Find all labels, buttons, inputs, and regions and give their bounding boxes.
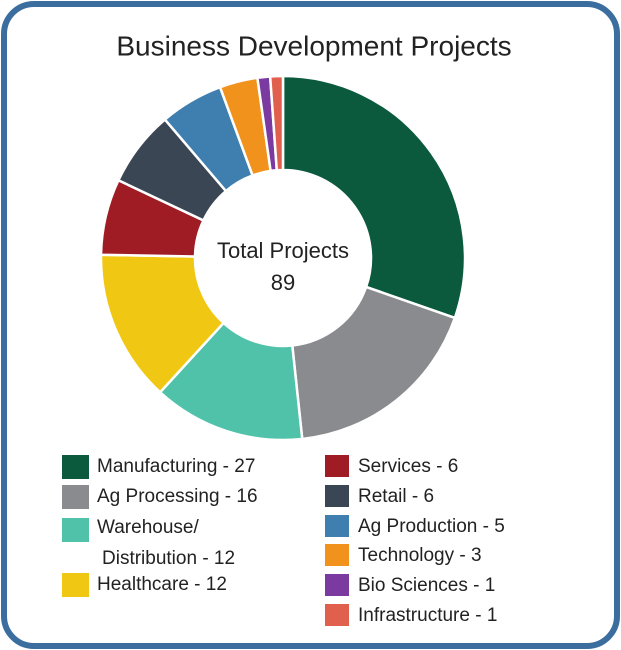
legend-label: Technology - 3 (358, 545, 482, 566)
legend-swatch (325, 485, 349, 507)
legend-entry: Retail - 6 (325, 485, 434, 507)
legend-entry: Ag Processing - 16 (62, 485, 258, 509)
legend-swatch (62, 573, 89, 597)
center-total: 89 (271, 270, 295, 295)
donut-slice (268, 74, 285, 172)
legend-label: Warehouse/Distribution - 12 (97, 517, 235, 569)
legend-entry: Services - 6 (325, 455, 458, 477)
legend-label: Ag Processing - 16 (97, 486, 258, 507)
legend-entry: Manufacturing - 27 (62, 455, 255, 479)
legend-entry: Technology - 3 (325, 544, 482, 566)
legend-swatch (325, 604, 349, 626)
legend-swatch (62, 455, 89, 479)
legend-swatch (325, 515, 349, 537)
donut-slice (290, 285, 457, 441)
legend-label: Ag Production - 5 (358, 516, 505, 537)
legend-entry: Infrastructure - 1 (325, 604, 497, 626)
legend-label-line: Distribution - 12 (102, 548, 235, 569)
legend-swatch (325, 455, 349, 477)
legend-entry: Bio Sciences - 1 (325, 574, 495, 596)
legend-label: Retail - 6 (358, 486, 434, 507)
legend-entry: Ag Production - 5 (325, 515, 505, 537)
legend-entry: Healthcare - 12 (62, 573, 227, 597)
legend-swatch (325, 574, 349, 596)
legend-label: Bio Sciences - 1 (358, 575, 495, 596)
legend-label: Services - 6 (358, 456, 458, 477)
legend-entry: Warehouse/Distribution - 12 (62, 517, 235, 569)
legend-label: Healthcare - 12 (97, 574, 227, 595)
legend-swatch (62, 485, 89, 509)
chart-title: Business Development Projects (116, 30, 511, 61)
donut-slice (281, 74, 467, 320)
legend-label: Manufacturing - 27 (97, 456, 255, 477)
legend-swatch (325, 544, 349, 566)
legend-label-line: Warehouse/ (97, 517, 199, 538)
center-label: Total Projects (217, 238, 349, 263)
legend-swatch (62, 518, 89, 542)
legend-label: Infrastructure - 1 (358, 605, 497, 626)
